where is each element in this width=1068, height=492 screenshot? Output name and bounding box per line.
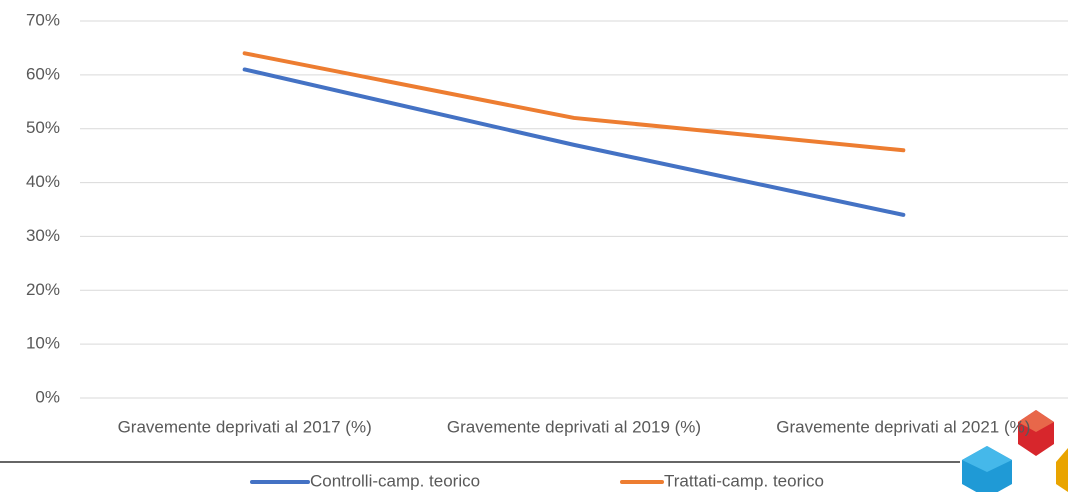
y-tick-label: 50% [26,118,60,137]
y-tick-label: 0% [35,387,60,406]
legend-label: Controlli-camp. teorico [310,471,480,490]
logo-cube-red-top [1018,410,1054,432]
series-line [242,51,906,153]
logo-cube-blue-top [962,446,1012,472]
x-tick-label: Gravemente deprivati al 2019 (%) [447,417,701,436]
legend-label: Trattati-camp. teorico [664,471,824,490]
y-tick-label: 10% [26,334,60,353]
y-tick-label: 30% [26,226,60,245]
x-tick-label: Gravemente deprivati al 2017 (%) [118,417,372,436]
logo [962,410,1068,492]
y-tick-label: 60% [26,64,60,83]
y-tick-label: 40% [26,172,60,191]
y-tick-label: 20% [26,280,60,299]
x-tick-label: Gravemente deprivati al 2021 (%) [776,417,1030,436]
y-tick-label: 70% [26,10,60,29]
series-line [242,67,906,217]
logo-cube-yellow [1056,448,1068,492]
